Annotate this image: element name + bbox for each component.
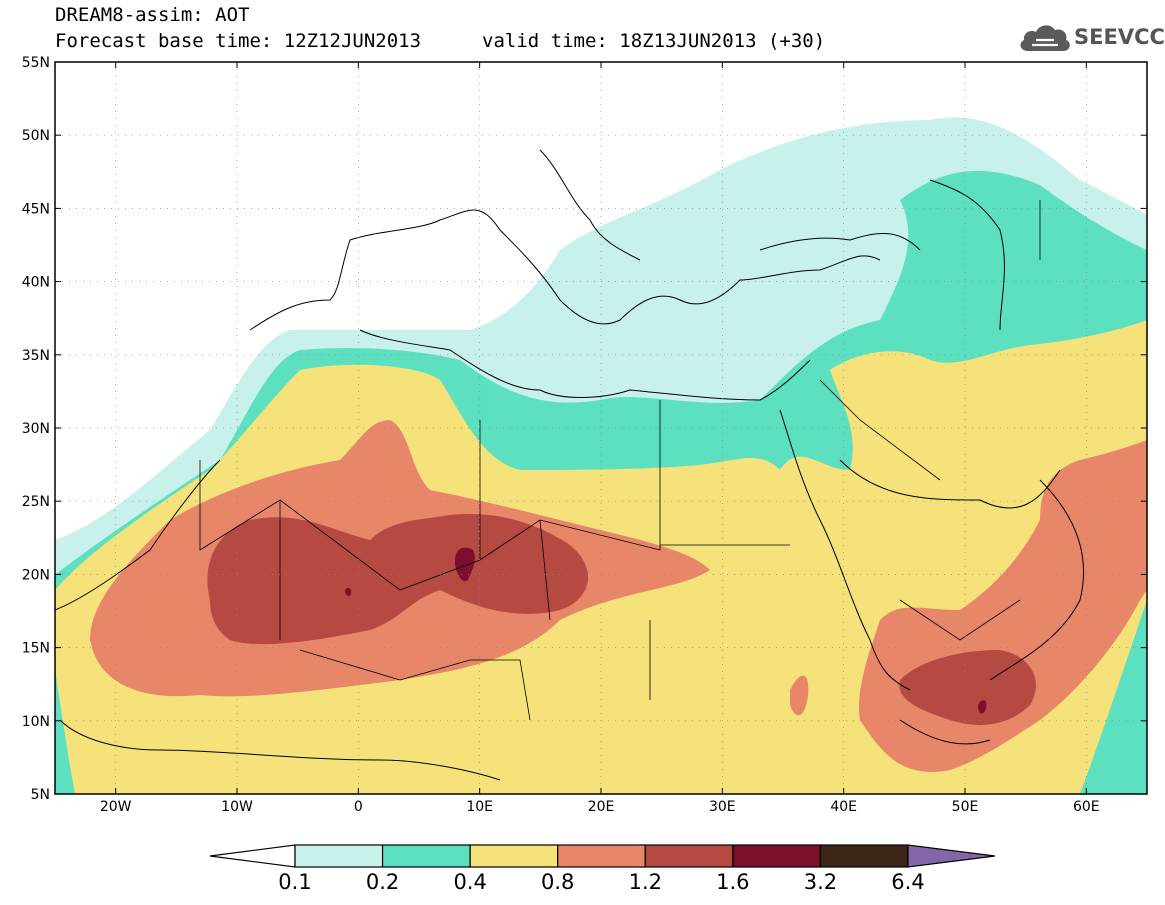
lon-label: 40E	[830, 799, 857, 815]
lon-label: 50E	[952, 799, 979, 815]
aot-contour-1.6	[455, 547, 475, 582]
colorbar-labels: 0.1 0.2 0.4 0.8 1.2 1.6 3.2 6.4	[278, 870, 924, 894]
gridlines	[55, 62, 1147, 794]
aot-contour-0.8-patch	[790, 675, 809, 716]
coastlines	[55, 149, 1085, 781]
forecast-base-time: Forecast base time: 12Z12JUN2013	[55, 30, 422, 52]
lon-label: 10W	[221, 799, 253, 815]
colorbar-segment	[557, 844, 646, 868]
colorbar	[209, 844, 996, 868]
colorbar-label: 0.2	[366, 870, 399, 894]
colorbar-label: 3.2	[804, 870, 837, 894]
lat-label: 25N	[22, 494, 50, 510]
colorbar-segment	[819, 844, 909, 868]
lat-label: 15N	[22, 641, 50, 657]
lon-label: 10E	[466, 799, 493, 815]
lat-label: 50N	[22, 128, 50, 144]
colorbar-segment	[644, 844, 734, 868]
country-borders	[199, 200, 1041, 721]
lat-label: 20N	[22, 567, 50, 583]
colorbar-label: 0.4	[453, 870, 486, 894]
colorbar-segment	[381, 844, 471, 868]
valid-time: valid time: 18Z13JUN2013 (+30)	[482, 30, 826, 52]
colorbar-min-arrow	[209, 844, 296, 868]
seevccc-logo: SEEVCCC	[1018, 19, 1165, 59]
lat-label: 45N	[22, 201, 50, 217]
colorbar-label: 6.4	[891, 870, 924, 894]
axis-ticks	[55, 61, 1147, 795]
colorbar-label: 0.8	[541, 870, 574, 894]
cloud-icon	[1020, 25, 1070, 51]
colorbar-max-arrow	[907, 844, 996, 868]
longitude-labels: 20W 10W 0 10E 20E 30E 40E 50E 60E	[100, 799, 1100, 815]
lat-label: 10N	[22, 714, 50, 730]
colorbar-segment	[294, 844, 384, 868]
aot-contour-1.6-c	[978, 700, 987, 714]
colorbar-segment	[469, 844, 559, 868]
lat-label: 55N	[22, 55, 50, 71]
colorbar-label: 1.2	[629, 870, 662, 894]
lon-label: 0	[354, 799, 363, 815]
lat-label: 40N	[22, 275, 50, 291]
lat-label: 30N	[22, 421, 50, 437]
lon-label: 20W	[100, 799, 132, 815]
map-title: DREAM8-assim: AOT	[55, 4, 250, 26]
colorbar-segment	[732, 844, 822, 868]
lat-label: 35N	[22, 348, 50, 364]
lon-label: 60E	[1073, 799, 1100, 815]
lon-label: 20E	[588, 799, 615, 815]
colorbar-label: 1.6	[716, 870, 749, 894]
lat-label: 5N	[31, 787, 50, 803]
colorbar-label: 0.1	[278, 870, 311, 894]
aot-contour-1.6-b	[345, 587, 352, 597]
logo-text: SEEVCCC	[1074, 25, 1165, 49]
aot-contour-1.2	[207, 514, 589, 645]
lon-label: 30E	[709, 799, 736, 815]
aot-contour-1.2-arabia	[899, 650, 1036, 725]
latitude-labels: 55N 50N 45N 40N 35N 30N 25N 20N 15N 10N 5N	[22, 55, 50, 803]
